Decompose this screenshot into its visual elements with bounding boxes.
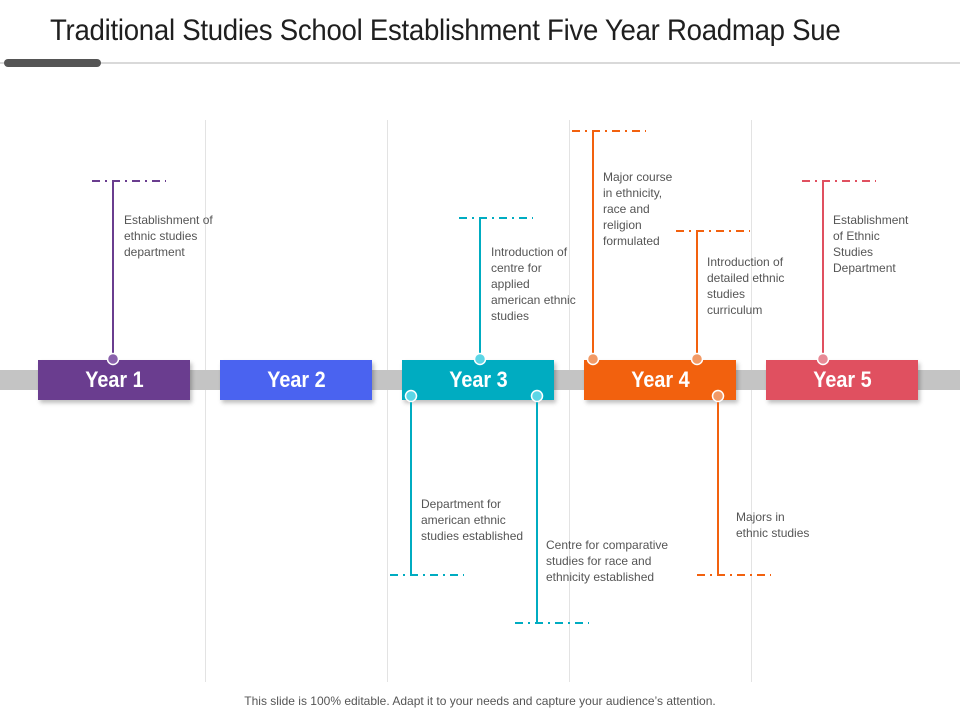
title-accent-bar (4, 59, 101, 67)
year-2-box: Year 2 (220, 360, 372, 400)
year-3-box: Year 3 (402, 360, 554, 400)
connector-year3-bottom-left (390, 398, 464, 576)
node-dot (530, 389, 544, 403)
footer-note: This slide is 100% editable. Adapt it to… (244, 694, 716, 708)
year-4-label: Year 4 (630, 367, 690, 392)
connector-year4-bottom (697, 398, 771, 576)
year-1-box: Year 1 (38, 360, 190, 400)
node-dot (404, 389, 418, 403)
milestone-year3-top: Introduction of centre for applied ameri… (491, 245, 576, 323)
year-5-box: Year 5 (766, 360, 918, 400)
connector-year5-top (802, 180, 876, 358)
connector-year4-top-left (572, 130, 646, 358)
node-dot (816, 352, 830, 366)
connector-year4-top-right (676, 230, 750, 358)
node-dot (711, 389, 725, 403)
column-guide (569, 120, 570, 682)
milestone-year3-bottom-left: Department for american ethnic studies e… (421, 497, 524, 543)
connector-year3-top (459, 217, 533, 358)
column-guide (205, 120, 206, 682)
milestone-year4-top-right: Introduction of detailed ethnic studies … (707, 255, 785, 317)
year-5-label: Year 5 (812, 367, 872, 392)
column-guide (387, 120, 388, 682)
year-1-label: Year 1 (84, 367, 144, 392)
connector-year3-bottom-right (515, 398, 589, 624)
milestone-year4-top-left: Major course in ethnicity, race and reli… (603, 170, 673, 248)
milestone-year4-bottom: Majors in ethnic studies (736, 510, 810, 540)
column-guide (751, 120, 752, 682)
milestone-year1-top: Establishment of ethnic studies departme… (124, 213, 213, 259)
title-divider (0, 62, 960, 64)
year-3-label: Year 3 (448, 367, 508, 392)
year-4-box: Year 4 (584, 360, 736, 400)
milestone-year5-top: Establishment of Ethnic Studies Departme… (833, 213, 909, 275)
node-dot (690, 352, 704, 366)
year-2-label: Year 2 (266, 367, 326, 392)
node-dot (106, 352, 120, 366)
node-dot (473, 352, 487, 366)
milestone-year3-bottom-right: Centre for comparative studies for race … (546, 538, 669, 584)
connector-year1-top (92, 180, 166, 358)
page-title: Traditional Studies School Establishment… (50, 14, 841, 47)
node-dot (586, 352, 600, 366)
